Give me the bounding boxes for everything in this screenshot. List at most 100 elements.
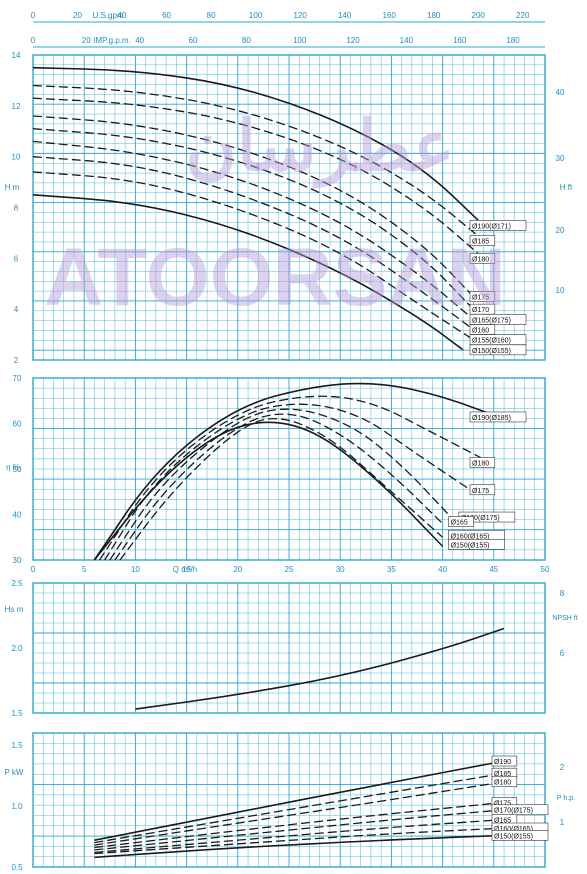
head-top-usgpm-tick: 220: [516, 11, 530, 20]
head-series-label: Ø165(Ø175): [472, 317, 511, 324]
head-series-label: Ø175: [472, 294, 489, 301]
power-series-label-box: [491, 776, 518, 788]
head-curve-7: [32, 171, 474, 341]
eff-series-label-box: [469, 484, 496, 496]
power-series-label: Ø190: [494, 759, 511, 766]
power-series-label-box: [491, 804, 549, 816]
head-top-impgpm-tick: 80: [242, 36, 251, 45]
watermark: ATOORSAN عطرسان: [44, 107, 506, 323]
eff-series-label: Ø175: [472, 488, 489, 495]
head-ytick-left: 6: [14, 254, 19, 263]
eff-xtick: 0: [31, 565, 36, 574]
head-series-label: Ø160: [472, 328, 489, 335]
eff-xtick: 40: [438, 565, 447, 574]
head-curve-0: [32, 66, 485, 227]
eff-series-label: Ø165: [451, 520, 468, 527]
efficiency-curve-4: [114, 413, 444, 561]
eff-series-label: Ø180: [472, 460, 489, 467]
head-series-label: Ø150(Ø155): [472, 348, 511, 355]
power-series-label: Ø170(Ø175): [494, 808, 533, 815]
eff-series-label: Ø150(Ø155): [451, 542, 490, 549]
watermark-text: ATOORSAN: [44, 232, 506, 323]
eff-ytick: 50: [13, 465, 22, 474]
head-top-usgpm-tick: 60: [162, 11, 171, 20]
head-top-impgpm-label: IMP.g.p.m.: [93, 36, 131, 45]
head-ytick-left: 8: [14, 204, 19, 213]
power-ytick-left: 1.5: [11, 741, 23, 750]
head-top-impgpm-tick: 100: [293, 36, 307, 45]
head-ytick-left: 2: [14, 356, 19, 365]
head-series-label-box: [469, 291, 496, 302]
head-top-impgpm-tick: 60: [189, 36, 198, 45]
eff-xtick: 10: [131, 565, 140, 574]
eff-xtick: 45: [489, 565, 498, 574]
head-top-usgpm-tick: 180: [427, 11, 441, 20]
head-curve-4: [32, 128, 474, 310]
head-curve-6: [32, 156, 474, 331]
eff-ytick: 60: [13, 420, 22, 429]
efficiency-curve-1: [99, 395, 495, 561]
head-top-usgpm-tick: 0: [31, 11, 36, 20]
npsh-curve-0: [135, 627, 505, 710]
power-ytick-left: 1.0: [11, 802, 23, 811]
power-series-label: Ø165: [494, 817, 511, 824]
head-top-impgpm-tick: 40: [135, 36, 144, 45]
head-top-impgpm-tick: 0: [31, 36, 36, 45]
power-ylabel-right: P h.p.: [557, 795, 575, 802]
eff-series-label: Ø160(Ø165): [451, 533, 490, 540]
chart-grids: [32, 21, 546, 868]
power-series-label: Ø180: [494, 780, 511, 787]
head-top-usgpm-tick: 140: [338, 11, 352, 20]
head-curve-3: [32, 115, 474, 297]
power-series-label-box: [491, 830, 549, 841]
eff-xtick: 5: [82, 565, 87, 574]
eff-series-label-box: [448, 516, 474, 527]
npsh-ytick-right: 6: [560, 649, 565, 658]
head-curve-5: [32, 140, 474, 320]
head-series-label: Ø185: [472, 239, 489, 246]
head-top-impgpm-tick: 20: [82, 36, 91, 45]
head-curve-2: [32, 97, 485, 259]
power-series-label: Ø150(Ø155): [494, 833, 533, 840]
power-curve-7: [94, 834, 505, 859]
eff-xtick: 35: [387, 565, 396, 574]
head-ytick-right: 10: [556, 286, 565, 295]
head-series-label: Ø170: [472, 307, 489, 314]
power-frame: [32, 732, 546, 868]
power-curve-3: [94, 801, 505, 849]
eff-xtick: 25: [285, 565, 294, 574]
power-ytick-right: 2: [560, 763, 565, 772]
head-ylabel-right: H ft: [560, 183, 573, 192]
power-ytick-right: 1: [560, 818, 565, 827]
eff-ytick: 40: [13, 511, 22, 520]
npsh-ylabel-right: NPSH ft: [552, 615, 577, 622]
power-series-label: Ø185: [494, 771, 511, 778]
power-series-label-box: [491, 755, 518, 767]
head-curve-1: [32, 84, 485, 242]
head-top-usgpm-tick: 80: [207, 11, 216, 20]
head-ylabel-left: H m: [5, 183, 20, 192]
head-ytick-left: 14: [12, 51, 21, 60]
eff-frame: [32, 377, 546, 561]
eff-xlabel: Q m³/h: [173, 565, 197, 574]
head-top-impgpm-tick: 120: [346, 36, 360, 45]
efficiency-curve-6: [93, 421, 444, 561]
head-series-label-box: [469, 219, 527, 231]
eff-xtick: 20: [233, 565, 242, 574]
eff-series-label-box: [469, 457, 496, 468]
npsh-ytick-left: 1.5: [11, 709, 23, 718]
eff-ytick: 70: [13, 374, 22, 383]
head-series-label: Ø155(Ø160): [472, 338, 511, 345]
watermark-logo: عطرسان: [185, 107, 454, 189]
head-top-impgpm-tick: 160: [453, 36, 467, 45]
power-curve-4: [94, 809, 505, 851]
head-ytick-left: 4: [14, 305, 19, 314]
eff-ytick: 30: [13, 556, 22, 565]
eff-xtick: 30: [336, 565, 345, 574]
head-frame: [32, 54, 546, 361]
head-top-usgpm-tick: 120: [293, 11, 307, 20]
head-ytick-left: 10: [12, 153, 21, 162]
efficiency-curve-0: [93, 382, 505, 561]
